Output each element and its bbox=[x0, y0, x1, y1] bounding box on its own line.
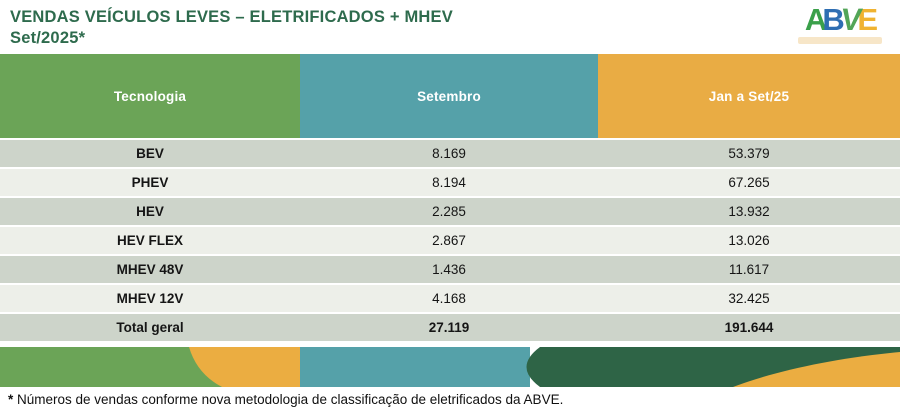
footnote: * Números de vendas conforme nova metodo… bbox=[8, 392, 888, 407]
page-title-line2: Set/2025* bbox=[10, 29, 86, 47]
value-jan-set: 32.425 bbox=[728, 291, 770, 306]
value-jan-set: 13.026 bbox=[728, 233, 770, 248]
sales-table: Tecnologia Setembro Jan a Set/25 BEV 8.1… bbox=[0, 54, 900, 341]
logo-letter-b: B bbox=[822, 2, 844, 37]
table-row-phev: PHEV 8.194 67.265 bbox=[0, 167, 900, 196]
value-jan-set: 53.379 bbox=[728, 146, 770, 161]
value-setembro: 8.194 bbox=[432, 175, 466, 190]
logo-letter-a: A bbox=[804, 2, 827, 37]
column-header-tecnologia: Tecnologia bbox=[0, 54, 300, 138]
row-label: HEV FLEX bbox=[116, 233, 183, 248]
table-row-bev: BEV 8.169 53.379 bbox=[0, 138, 900, 167]
value-jan-set: 67.265 bbox=[728, 175, 770, 190]
value-setembro: 4.168 bbox=[432, 291, 466, 306]
row-label: PHEV bbox=[131, 175, 169, 190]
value-jan-set: 13.932 bbox=[728, 204, 770, 219]
value-setembro: 27.119 bbox=[428, 320, 470, 335]
table-header-row: Tecnologia Setembro Jan a Set/25 bbox=[0, 54, 900, 138]
value-jan-set: 11.617 bbox=[728, 262, 770, 277]
row-label: MHEV 48V bbox=[116, 262, 184, 277]
value-setembro: 2.285 bbox=[432, 204, 466, 219]
slide-header: VENDAS VEÍCULOS LEVES – ELETRIFICADOS + … bbox=[10, 7, 630, 49]
value-jan-set: 191.644 bbox=[724, 320, 774, 335]
logo-letter-v: V bbox=[838, 2, 861, 37]
row-label: BEV bbox=[136, 146, 164, 161]
column-header-setembro: Setembro bbox=[300, 54, 598, 138]
value-setembro: 8.169 bbox=[432, 146, 466, 161]
logo-tagline-blur bbox=[798, 37, 882, 44]
column-header-jan-a-set: Jan a Set/25 bbox=[598, 54, 900, 138]
value-setembro: 1.436 bbox=[432, 262, 466, 277]
row-label: MHEV 12V bbox=[116, 291, 184, 306]
logo-letter-e: E bbox=[857, 2, 878, 37]
table-row-hev-flex: HEV FLEX 2.867 13.026 bbox=[0, 225, 900, 254]
row-label: HEV bbox=[136, 204, 164, 219]
footnote-text: Números de vendas conforme nova metodolo… bbox=[13, 392, 564, 407]
table-row-mhev-12v: MHEV 12V 4.168 32.425 bbox=[0, 283, 900, 312]
abve-logo: ABVE bbox=[792, 2, 888, 44]
footnote-asterisk: * bbox=[8, 392, 14, 407]
table-row-total: Total geral 27.119 191.644 bbox=[0, 312, 900, 341]
table-row-mhev-48v: MHEV 48V 1.436 11.617 bbox=[0, 254, 900, 283]
abve-logo-letters: ABVE bbox=[792, 2, 888, 37]
value-setembro: 2.867 bbox=[432, 233, 466, 248]
decorative-bottom-band bbox=[0, 347, 900, 387]
row-label: Total geral bbox=[116, 320, 184, 335]
table-row-hev: HEV 2.285 13.932 bbox=[0, 196, 900, 225]
page-title-line1: VENDAS VEÍCULOS LEVES – ELETRIFICADOS + … bbox=[10, 8, 453, 26]
band-shapes-graphic bbox=[0, 347, 900, 387]
